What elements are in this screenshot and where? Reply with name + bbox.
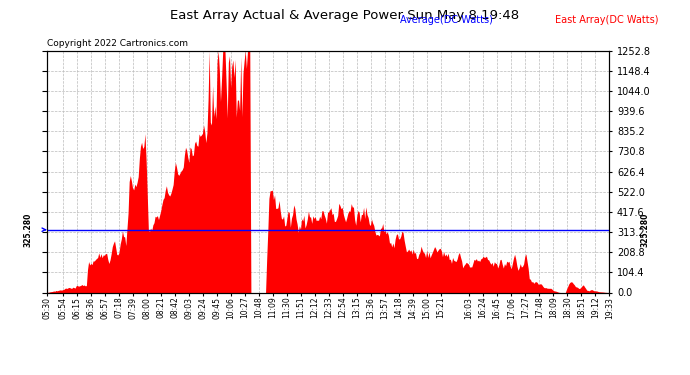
Text: Average(DC Watts): Average(DC Watts)	[400, 15, 493, 25]
Text: 325.280: 325.280	[640, 213, 649, 247]
Text: East Array(DC Watts): East Array(DC Watts)	[555, 15, 659, 25]
Text: Copyright 2022 Cartronics.com: Copyright 2022 Cartronics.com	[47, 39, 188, 48]
Text: East Array Actual & Average Power Sun May 8 19:48: East Array Actual & Average Power Sun Ma…	[170, 9, 520, 22]
Text: 325.280: 325.280	[24, 213, 33, 247]
